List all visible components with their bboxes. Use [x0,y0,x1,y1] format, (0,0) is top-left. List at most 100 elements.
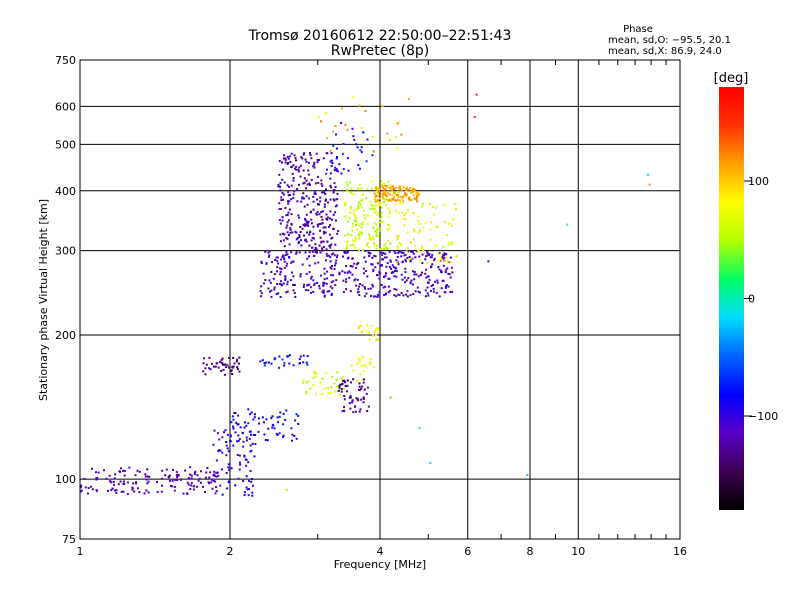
data-point [298,234,301,236]
data-point [325,252,328,255]
data-point [444,286,447,289]
data-point [230,421,233,424]
data-point [264,279,267,281]
data-point [105,477,108,480]
data-point [329,149,332,152]
data-point [351,265,354,268]
data-point [302,182,305,185]
data-point [279,189,282,192]
data-point [317,116,320,119]
data-point [446,234,449,237]
data-point [292,164,295,167]
data-point [391,264,394,267]
data-point [347,233,350,236]
data-point [334,262,337,265]
data-point [306,221,308,224]
data-point [367,233,370,236]
data-point [216,362,219,365]
data-point [333,268,336,270]
data-point [396,122,399,125]
data-point [379,264,382,267]
data-point [365,329,368,332]
data-point [340,172,343,175]
data-point [202,485,204,488]
data-point [357,262,359,265]
data-point [439,257,442,260]
data-point [221,451,224,454]
data-point [370,324,373,327]
data-point [254,443,257,445]
data-point [382,275,385,278]
data-point [373,254,376,257]
data-point [358,294,361,297]
data-point [338,393,341,396]
data-point [244,458,247,461]
data-point [265,361,268,364]
data-point [286,280,289,283]
data-point [190,484,193,487]
data-point [404,218,407,221]
data-point [349,211,352,214]
data-point [355,247,358,250]
data-point [278,160,281,163]
data-point [366,275,369,278]
data-point [442,246,445,248]
data-point [110,489,113,492]
data-point [364,109,367,112]
data-point [383,247,385,250]
data-point [287,219,290,222]
data-point [311,250,314,253]
data-point [292,283,294,286]
data-point [408,258,411,261]
data-point [409,281,412,284]
data-point [287,157,290,160]
data-point [204,491,206,493]
data-point [335,169,338,172]
data-point [323,278,326,281]
data-point [336,256,338,259]
data-point [450,266,453,269]
data-point [301,196,304,199]
data-point [400,189,403,192]
data-point [303,234,305,237]
data-point [316,198,319,201]
data-point [330,267,333,270]
data-point [195,485,198,488]
data-point [413,271,416,273]
data-point [342,279,345,282]
data-point [144,475,147,478]
data-point [278,432,281,435]
data-point [420,247,423,250]
data-point [276,256,279,259]
data-point [292,177,295,180]
data-point [362,401,365,404]
data-point [249,413,252,416]
data-point [243,426,246,429]
data-point [384,194,387,197]
colorbar [719,87,744,510]
data-point [368,237,371,240]
data-point [242,480,245,482]
data-point [268,254,271,257]
data-point [363,295,366,298]
data-point [330,159,333,162]
data-point [378,197,381,200]
data-point [283,364,286,367]
data-point [303,181,306,184]
data-point [405,279,408,282]
data-point [200,470,202,473]
data-point [354,235,357,238]
data-point [261,416,264,419]
data-point [279,271,282,273]
data-point [408,199,411,202]
data-point [313,249,316,252]
data-point [282,282,285,285]
data-point [281,178,284,181]
data-point [382,252,385,254]
data-point [389,186,392,189]
data-point [405,293,408,296]
data-point [387,198,390,201]
data-point [397,250,400,253]
data-point [386,247,389,250]
